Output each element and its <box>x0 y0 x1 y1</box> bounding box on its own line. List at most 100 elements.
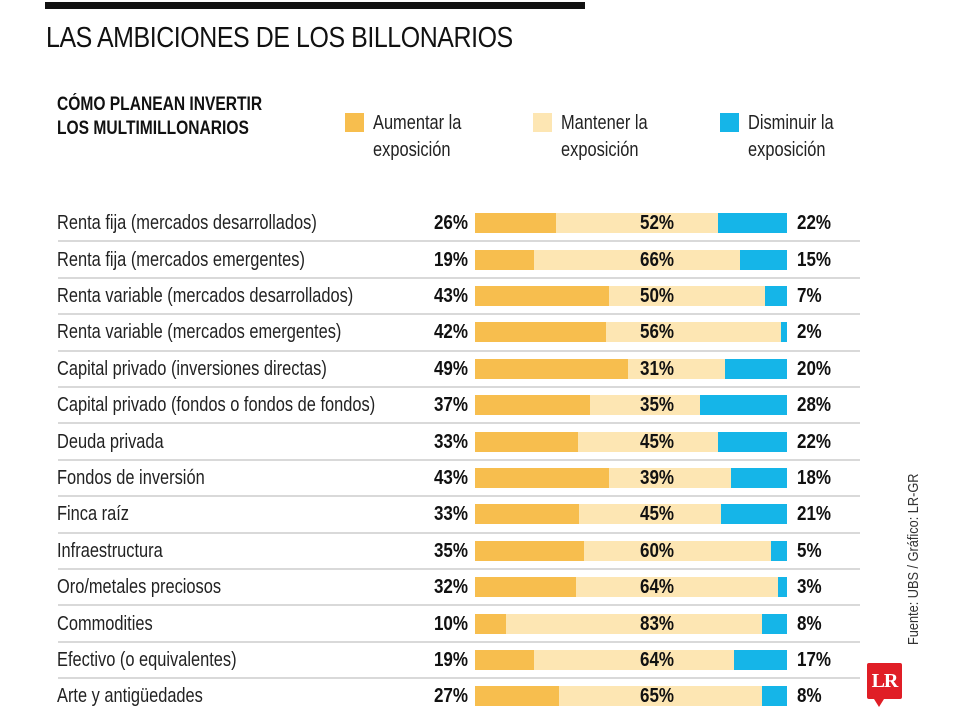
chart-title: LAS AMBICIONES DE LOS BILLONARIOS <box>46 22 513 54</box>
bar-segment-maintain <box>534 249 741 270</box>
value-label-decrease: 22% <box>797 212 832 235</box>
bar-segment-maintain <box>534 650 734 670</box>
row-separator <box>58 422 860 425</box>
legend-label-increase: Aumentar la exposición <box>373 112 462 161</box>
category-label: Deuda privada <box>57 430 164 453</box>
category-label: Capital privado (inversiones directas) <box>57 357 327 380</box>
value-label-maintain: 31% <box>639 357 675 380</box>
bar-segment-maintain <box>609 468 731 488</box>
value-label-decrease: 7% <box>797 285 822 307</box>
lr-logo: LR <box>867 663 902 699</box>
legend-swatch-maintain <box>533 113 552 132</box>
value-label-increase: 33% <box>433 430 468 453</box>
bar-segment-increase <box>475 322 607 343</box>
bar-segment-decrease <box>730 468 787 488</box>
bar-segment-decrease <box>740 249 787 270</box>
title-rule <box>45 2 585 9</box>
value-label-increase: 32% <box>433 576 468 599</box>
row-separator <box>58 313 860 316</box>
bar-segment-decrease <box>762 613 787 634</box>
row-separator <box>58 640 860 643</box>
value-label-maintain: 52% <box>639 212 675 235</box>
category-label: Renta variable (mercados desarrollados) <box>57 285 354 307</box>
bar-segment-maintain <box>584 540 772 561</box>
value-label-maintain: 64% <box>639 649 675 671</box>
bar-segment-decrease <box>718 213 787 234</box>
value-label-increase: 42% <box>433 321 468 344</box>
bar-segment-maintain <box>579 504 721 525</box>
bar-segment-decrease <box>771 540 787 561</box>
value-label-increase: 10% <box>433 612 468 635</box>
value-label-decrease: 8% <box>797 685 822 708</box>
bar-segment-decrease <box>720 504 787 525</box>
bar-segment-increase <box>475 577 576 598</box>
value-label-increase: 35% <box>433 539 468 562</box>
bar-segment-maintain <box>609 286 766 306</box>
category-label: Infraestructura <box>57 539 163 562</box>
category-label: Efectivo (o equivalentes) <box>57 649 237 671</box>
row-separator <box>58 386 860 388</box>
value-label-increase: 33% <box>433 503 468 526</box>
value-label-decrease: 17% <box>797 649 832 671</box>
bar-segment-increase <box>475 431 578 452</box>
value-label-maintain: 35% <box>639 394 675 417</box>
value-label-increase: 19% <box>433 649 468 671</box>
bar-segment-increase <box>475 650 535 670</box>
bar-segment-decrease <box>733 650 787 670</box>
category-label: Renta variable (mercados emergentes) <box>57 321 342 344</box>
lr-logo-tail <box>874 699 884 707</box>
value-label-maintain: 65% <box>639 685 675 708</box>
bar-segment-increase <box>475 395 591 416</box>
bar-segment-maintain <box>590 395 700 416</box>
value-label-increase: 43% <box>433 467 468 489</box>
bar-segment-maintain <box>627 358 725 379</box>
value-label-maintain: 45% <box>639 430 675 453</box>
legend-label-maintain: Mantener la exposición <box>561 112 648 161</box>
value-label-decrease: 8% <box>797 612 822 635</box>
value-label-maintain: 45% <box>639 503 675 526</box>
legend-swatch-increase <box>345 113 364 132</box>
legend-item-increase: Aumentar la exposición <box>345 110 513 164</box>
legend-item-decrease: Disminuir la exposición <box>720 110 888 164</box>
legend-swatch-decrease <box>720 113 739 132</box>
legend-item-maintain: Mantener la exposición <box>533 110 701 164</box>
source-credit: Fuente: UBS / Gráfico: LR-GR <box>905 473 922 645</box>
value-label-decrease: 21% <box>797 503 832 526</box>
bar-segment-decrease <box>724 358 787 379</box>
value-label-decrease: 20% <box>797 357 832 380</box>
legend-label-decrease: Disminuir la exposición <box>748 112 834 161</box>
category-label: Commodities <box>57 612 153 635</box>
bar-segment-maintain <box>577 431 719 452</box>
value-label-maintain: 64% <box>639 576 675 599</box>
bar-segment-increase <box>475 249 535 270</box>
value-label-maintain: 83% <box>639 612 675 635</box>
value-label-maintain: 39% <box>639 467 675 489</box>
category-label: Arte y antigüedades <box>57 685 203 708</box>
value-label-decrease: 22% <box>797 430 832 453</box>
bar-segment-decrease <box>777 577 787 598</box>
bar-segment-maintain <box>556 213 719 234</box>
row-separator <box>58 568 860 570</box>
value-label-increase: 27% <box>433 685 468 708</box>
bar-segment-decrease <box>718 431 787 452</box>
row-separator <box>58 349 860 352</box>
value-label-decrease: 18% <box>797 467 832 489</box>
category-label: Renta fija (mercados emergentes) <box>57 248 305 271</box>
row-separator <box>58 240 860 243</box>
bar-segment-decrease <box>765 286 787 306</box>
bar-segment-increase <box>475 468 610 488</box>
value-label-maintain: 50% <box>639 285 675 307</box>
value-label-increase: 26% <box>433 212 468 235</box>
bar-segment-increase <box>475 540 585 561</box>
value-label-decrease: 3% <box>797 576 822 599</box>
bar-segment-maintain <box>575 577 778 598</box>
bar-segment-maintain <box>606 322 781 343</box>
category-label: Renta fija (mercados desarrollados) <box>57 212 317 235</box>
value-label-maintain: 66% <box>639 248 675 271</box>
value-label-decrease: 15% <box>797 248 832 271</box>
category-label: Finca raíz <box>57 503 130 526</box>
row-separator <box>58 677 860 680</box>
category-label: Capital privado (fondos o fondos de fond… <box>57 394 376 417</box>
bar-segment-decrease <box>780 322 787 343</box>
